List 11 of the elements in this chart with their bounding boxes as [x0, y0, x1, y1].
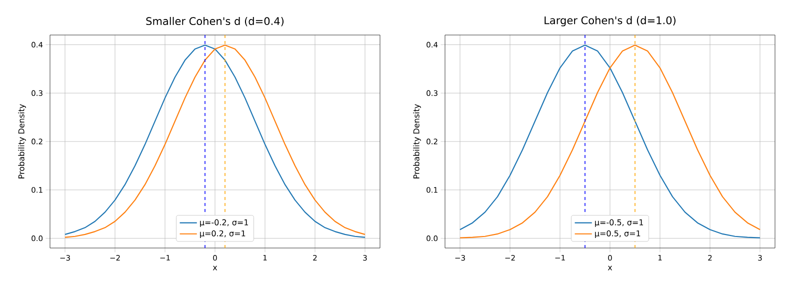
x-axis-title: x [608, 266, 612, 270]
y-axis-title: Probability Density [413, 104, 421, 178]
chart-title: Larger Cohen's d (d=1.0) [544, 16, 676, 26]
chart-title: Smaller Cohen's d (d=0.4) [146, 16, 284, 26]
x-axis-title: x [212, 266, 218, 270]
legend-label: μ=0.5, σ=1 [595, 230, 640, 238]
line-series [64, 44, 366, 238]
legend-label: μ=0.2, σ=1 [200, 230, 246, 238]
legend-label: μ=-0.2, σ=1 [200, 219, 248, 227]
legend-label: μ=-0.5, σ=1 [595, 219, 644, 227]
y-axis-title: Probability Density [18, 104, 26, 178]
